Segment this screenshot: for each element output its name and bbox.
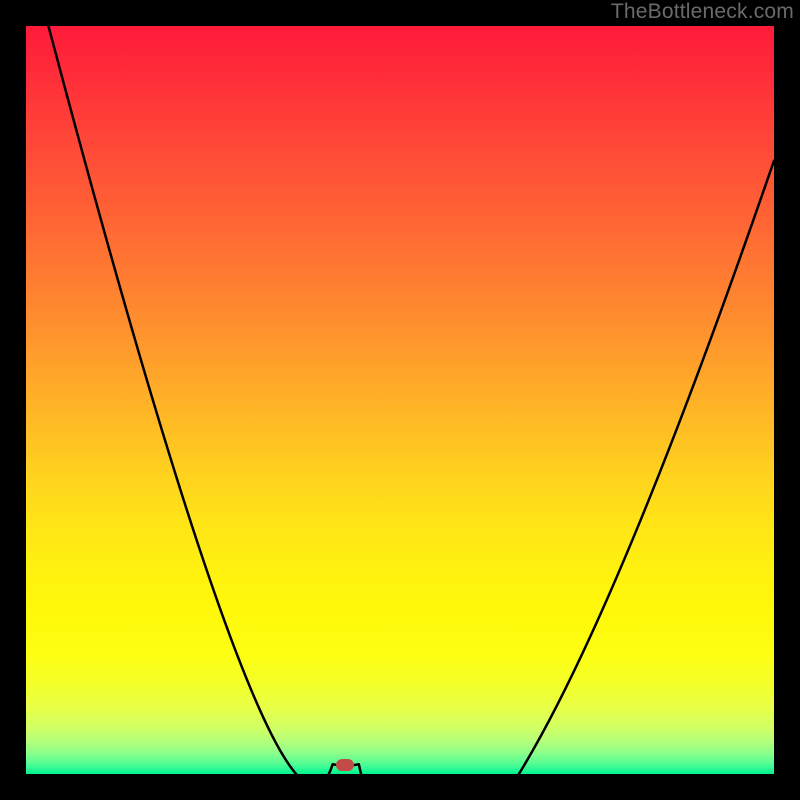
chart-frame: TheBottleneck.com: [0, 0, 800, 800]
watermark-label: TheBottleneck.com: [611, 0, 794, 24]
optimum-marker: [336, 759, 354, 771]
bottleneck-curve: [26, 26, 774, 774]
plot-area: [26, 26, 774, 774]
